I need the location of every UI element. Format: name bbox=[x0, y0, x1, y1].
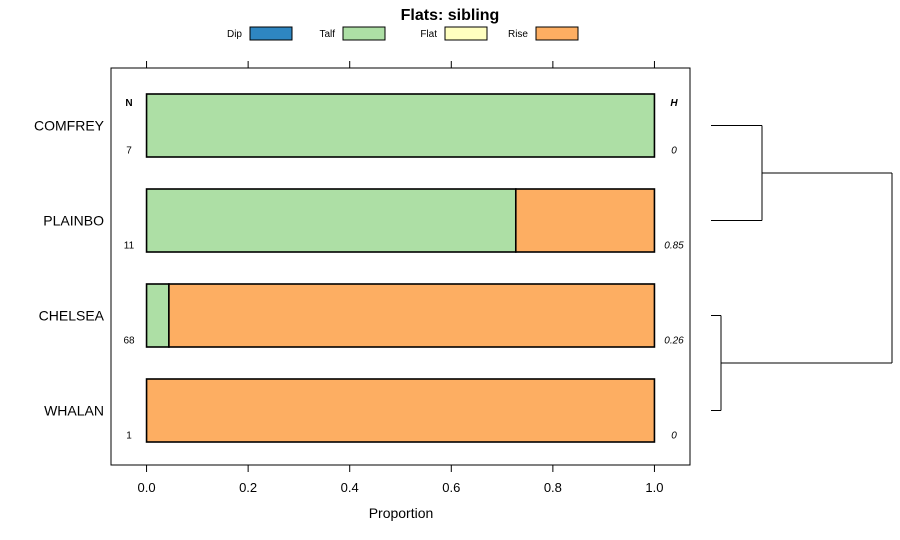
n-value-whalan: 1 bbox=[126, 431, 132, 442]
h-value-comfrey: 0 bbox=[671, 146, 677, 157]
legend-label-rise: Rise bbox=[508, 29, 528, 40]
category-label-plainbo: PLAINBO bbox=[43, 213, 104, 229]
legend-swatch-flat bbox=[444, 26, 488, 41]
bars bbox=[145, 93, 656, 443]
x-tick-label: 0.6 bbox=[442, 480, 460, 495]
category-label-whalan: WHALAN bbox=[44, 403, 104, 419]
legend-swatch-rise bbox=[535, 26, 579, 41]
bar-whalan-rise bbox=[145, 378, 656, 443]
bar-chelsea-rise bbox=[168, 283, 656, 348]
legend-swatch-talf bbox=[342, 26, 386, 41]
legend-label-dip: Dip bbox=[227, 29, 242, 40]
n-header: N bbox=[125, 98, 132, 109]
legend-swatch-dip bbox=[249, 26, 293, 41]
x-tick-label: 1.0 bbox=[645, 480, 663, 495]
chart-title: Flats: sibling bbox=[401, 7, 500, 24]
category-label-chelsea: CHELSEA bbox=[39, 308, 105, 324]
n-value-plainbo: 11 bbox=[124, 241, 135, 252]
n-value-chelsea: 68 bbox=[123, 336, 135, 347]
bar-comfrey-talf bbox=[145, 93, 656, 158]
bar-plainbo-talf bbox=[145, 188, 517, 253]
plot-frame bbox=[110, 67, 691, 466]
category-label-comfrey: COMFREY bbox=[34, 118, 105, 134]
n-value-comfrey: 7 bbox=[126, 146, 132, 157]
x-axis: 0.0 0.2 0.4 0.6 0.8 1.0 bbox=[138, 61, 663, 495]
x-tick-label: 0.0 bbox=[138, 480, 156, 495]
x-tick-label: 0.8 bbox=[544, 480, 562, 495]
x-axis-label: Proportion bbox=[369, 505, 434, 521]
h-value-plainbo: 0.85 bbox=[664, 241, 684, 252]
bar-chelsea-talf bbox=[145, 283, 170, 348]
x-tick-label: 0.2 bbox=[239, 480, 257, 495]
dendrogram bbox=[711, 125, 893, 411]
legend-label-talf: Talf bbox=[319, 29, 335, 40]
h-header: H bbox=[670, 98, 678, 109]
legend-label-flat: Flat bbox=[420, 29, 437, 40]
x-tick-label: 0.4 bbox=[341, 480, 359, 495]
h-value-chelsea: 0.26 bbox=[664, 336, 684, 347]
legend: Dip Talf Flat Rise bbox=[227, 26, 579, 41]
bar-plainbo-rise bbox=[514, 188, 656, 253]
h-value-whalan: 0 bbox=[671, 431, 677, 442]
category-labels: COMFREY 7 0 PLAINBO 11 0.85 CHELSEA 68 0.26 WHALA… bbox=[34, 118, 684, 442]
